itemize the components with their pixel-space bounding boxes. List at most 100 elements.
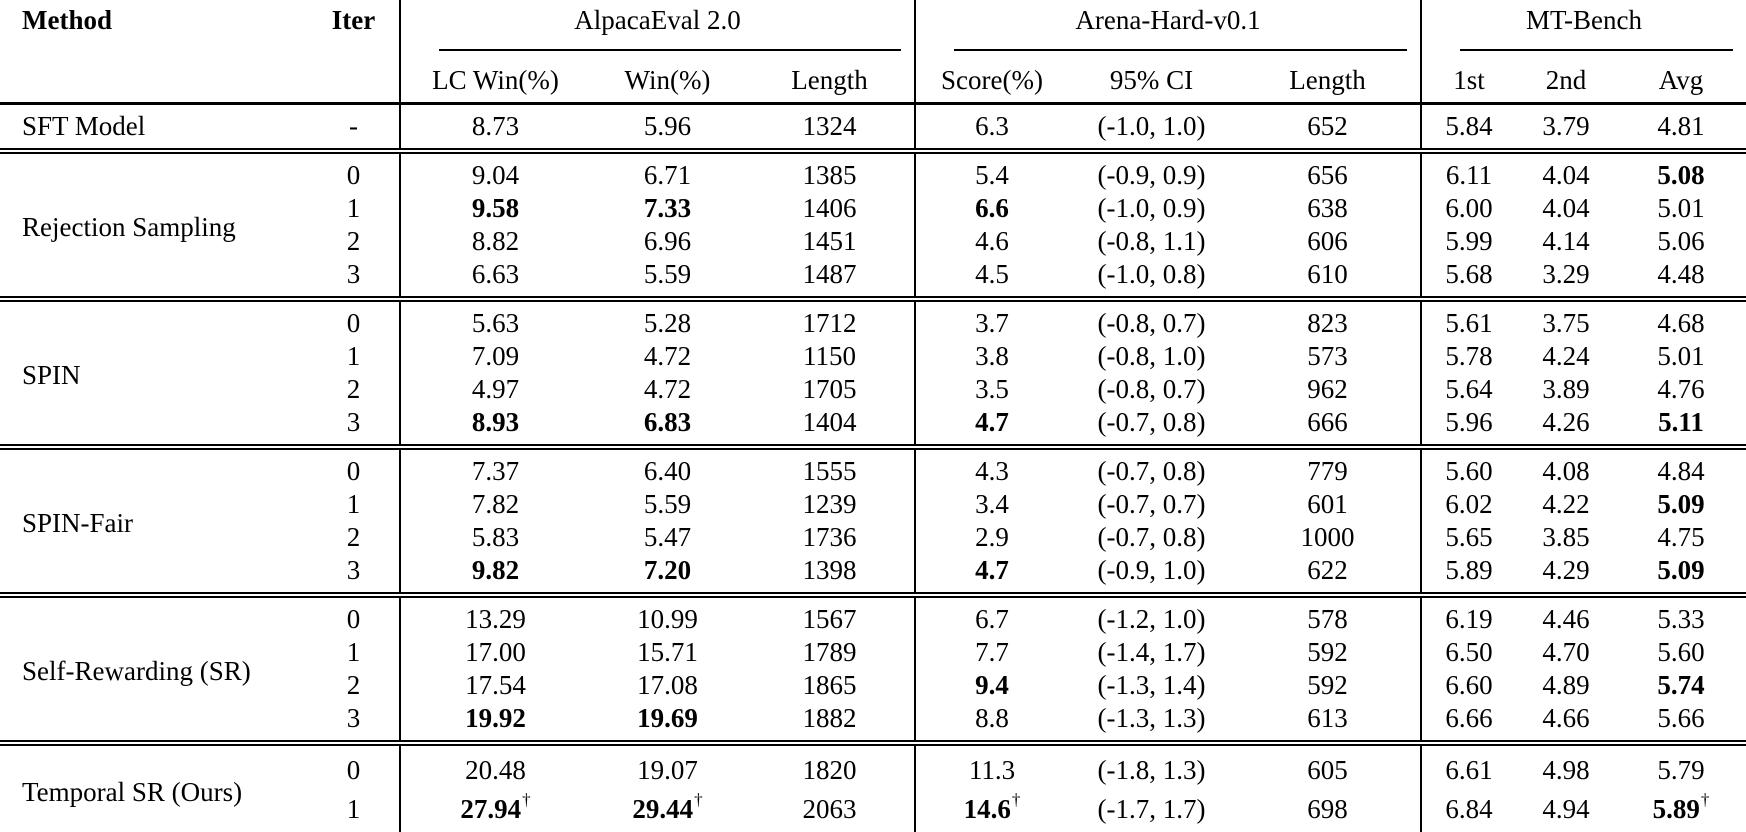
cell-number: 605 — [1307, 755, 1348, 785]
cell-number: 6.7 — [975, 604, 1009, 634]
cell-number: 7.20 — [643, 555, 692, 585]
cell-number: 5.33 — [1657, 604, 1705, 634]
cell-value: 4.5 — [914, 258, 1069, 299]
cell-number: 5.60 — [1445, 456, 1493, 486]
cell-value: 610 — [1235, 258, 1421, 299]
cell-number: 4.48 — [1657, 259, 1705, 289]
cell-number: 652 — [1307, 111, 1348, 141]
cell-number: 2063 — [802, 794, 857, 824]
iter-value: 1 — [346, 637, 361, 667]
cell-value: 6.61 — [1420, 743, 1517, 790]
cell-number: (-1.7, 1.7) — [1097, 794, 1206, 824]
cell-value: 4.04 — [1516, 192, 1616, 225]
iter-value: 3 — [346, 259, 361, 289]
cell-number: (-1.0, 0.8) — [1097, 259, 1206, 289]
cell-number: 5.61 — [1445, 308, 1493, 338]
table-row: SPIN 0 5.63 5.28 1712 3.7 (-0.8, 0.7) 823 5.61 3.… — [0, 299, 1746, 389]
col-header-method: Method — [0, 0, 308, 105]
iter-value: 0 — [346, 604, 361, 634]
group-header-alpacaeval: AlpacaEval 2.0 — [398, 0, 916, 53]
cell-number: (-0.7, 0.8) — [1097, 456, 1206, 486]
cell-value: 1705 — [745, 373, 915, 406]
method-name: SFT Model — [22, 111, 146, 141]
cell-value: 1736 — [745, 521, 915, 554]
table-row: 1 9.58 7.33 1406 6.6 (-1.0, 0.9) 638 6.00 4.04 5.… — [0, 192, 1746, 225]
cell-value: 4.70 — [1516, 636, 1616, 669]
cell-value: 4.24 — [1516, 340, 1616, 373]
table-row: 2 4.97 4.72 1705 3.5 (-0.8, 0.7) 962 5.64 3.89 4.… — [0, 373, 1746, 406]
cell-value: 1000 — [1235, 521, 1421, 554]
cell-value: 1239 — [745, 488, 915, 521]
cell-number: 4.46 — [1542, 604, 1590, 634]
cell-number: (-0.7, 0.8) — [1097, 407, 1206, 437]
cell-value: 4.89 — [1516, 669, 1616, 702]
cell-value: 8.73 — [399, 103, 590, 151]
cell-number: 656 — [1307, 160, 1348, 190]
cell-number: 15.71 — [637, 637, 698, 667]
cell-value: 592 — [1235, 669, 1421, 702]
iter-value: 3 — [346, 555, 361, 585]
cell-value: 7.82 — [399, 488, 590, 521]
cell-value: (-0.8, 1.0) — [1068, 340, 1235, 373]
cell-value: 7.20 — [590, 554, 745, 595]
cell-number: 6.40 — [643, 456, 692, 486]
method-name: Temporal SR (Ours) — [22, 777, 243, 807]
cell-number: 4.66 — [1542, 703, 1590, 733]
method-group: SPIN-Fair 0 7.37 6.40 1555 4.3 (-0.7, 0.8) 779 5… — [0, 447, 1746, 595]
iter-value: 2 — [346, 226, 361, 256]
cell-value: 4.75 — [1616, 521, 1746, 554]
cell-value: 1789 — [745, 636, 915, 669]
cell-value: (-1.4, 1.7) — [1068, 636, 1235, 669]
cell-value: 6.60 — [1420, 669, 1517, 702]
cell-number: 5.74 — [1657, 670, 1705, 700]
cell-number: 962 — [1307, 374, 1348, 404]
cell-number: 5.66 — [1657, 703, 1705, 733]
cell-number: 11.3 — [968, 755, 1016, 785]
cell-value: 4.98 — [1516, 743, 1616, 790]
cell-number: 4.89 — [1542, 670, 1590, 700]
cell-value: (-0.8, 0.7) — [1068, 373, 1235, 406]
header-row-groups: Method Iter AlpacaEval 2.0 Arena-Hard-v0… — [0, 0, 1746, 105]
cell-value: 638 — [1235, 192, 1421, 225]
cell-value: 1882 — [745, 702, 915, 743]
cell-value: 5.28 — [590, 299, 745, 340]
cell-value: 606 — [1235, 225, 1421, 258]
iter-value: 0 — [346, 160, 361, 190]
cell-value: 6.40 — [590, 447, 745, 488]
cell-value: 3.29 — [1516, 258, 1616, 299]
cell-value: (-0.9, 1.0) — [1068, 554, 1235, 595]
cell-number: 9.82 — [471, 555, 520, 585]
method-group: Temporal SR (Ours) 0 20.48 19.07 1820 11.3 (-1… — [0, 743, 1746, 832]
cell-value: 962 — [1235, 373, 1421, 406]
cell-value: 1404 — [745, 406, 915, 447]
table-row: 1 7.09 4.72 1150 3.8 (-0.8, 1.0) 573 5.78 4.24 5.… — [0, 340, 1746, 373]
iter-value: 1 — [346, 193, 361, 223]
cell-value: 3.7 — [914, 299, 1069, 340]
cell-number: 4.94 — [1542, 794, 1590, 824]
cell-value: 7.33 — [590, 192, 745, 225]
cell-number: 1451 — [802, 226, 857, 256]
cell-number: 601 — [1307, 489, 1348, 519]
cell-value: (-0.8, 0.7) — [1068, 299, 1235, 340]
cell-value: 601 — [1235, 488, 1421, 521]
cell-number: 5.59 — [643, 489, 692, 519]
cell-number: 5.4 — [975, 160, 1009, 190]
cell-value: 5.89 — [1420, 554, 1517, 595]
cell-number: 5.89 — [1652, 794, 1700, 824]
cell-value: 5.99 — [1420, 225, 1517, 258]
table-row: Rejection Sampling 0 9.04 6.71 1385 5.4 (-0.9,… — [0, 151, 1746, 241]
cell-value: 5.63 — [399, 299, 590, 340]
cell-value: 5.60 — [1420, 447, 1517, 488]
cell-number: 7.09 — [471, 341, 520, 371]
group-header-mt-bench: MT-Bench — [1420, 0, 1746, 53]
table-row: 1 27.94† 29.44† 2063 14.6† (-1.7, 1.7) 698 6.84… — [0, 790, 1746, 832]
cell-value: 5.01 — [1616, 340, 1746, 373]
cell-number: 4.24 — [1542, 341, 1590, 371]
cell-value: 6.50 — [1420, 636, 1517, 669]
cell-number: 606 — [1307, 226, 1348, 256]
cell-value: 613 — [1235, 702, 1421, 743]
cell-value: 6.11 — [1420, 151, 1517, 192]
cell-number: 5.09 — [1657, 555, 1705, 585]
cell-value: 6.19 — [1420, 595, 1517, 636]
cell-value: 5.68 — [1420, 258, 1517, 299]
